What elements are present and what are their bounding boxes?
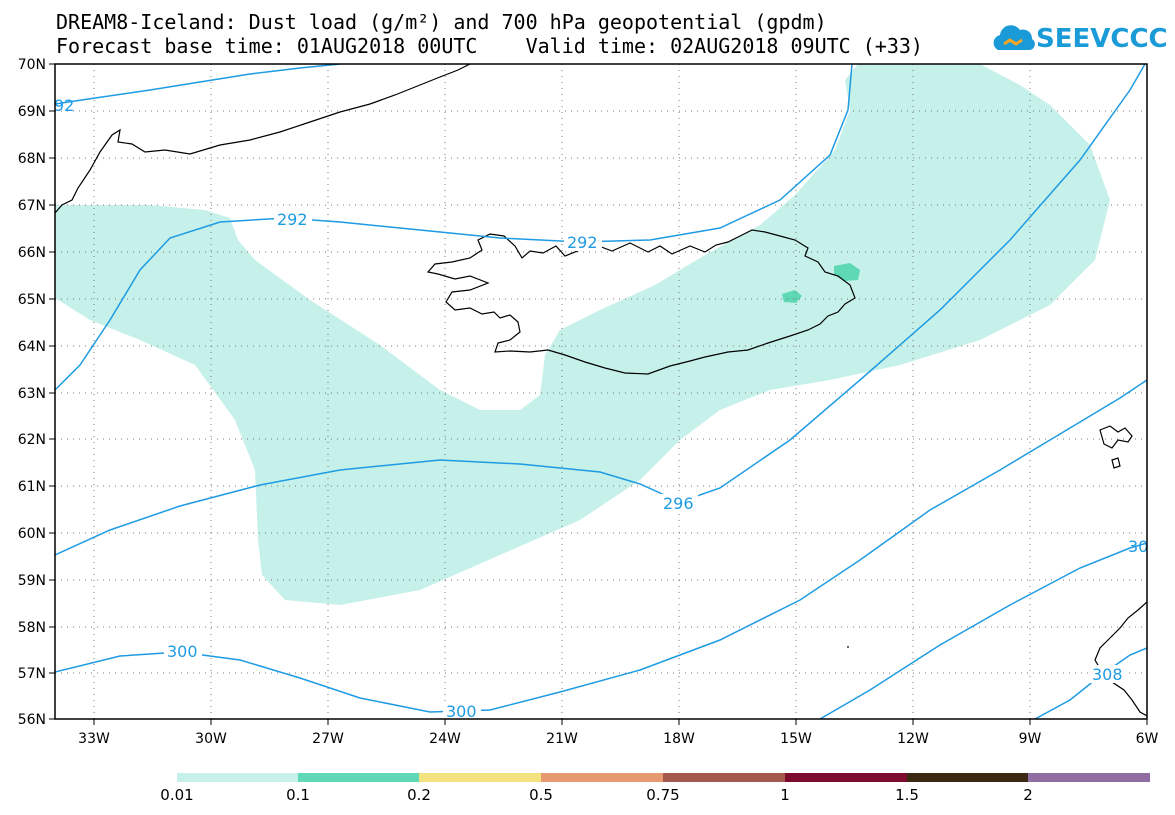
contour-label-30x: 30 <box>1128 537 1148 556</box>
greenland-coast <box>55 64 471 214</box>
lon-label-21w: 21W <box>546 731 578 747</box>
logo-text: SEEVCCC <box>1036 24 1168 54</box>
lat-label-59n: 59N <box>18 573 46 589</box>
grid-lines <box>55 64 1147 719</box>
colorbar-label-0.2: 0.2 <box>407 786 431 804</box>
dust-region-mid-2 <box>782 290 802 303</box>
lat-label-68n: 68N <box>18 151 46 167</box>
iceland-coast <box>426 229 856 375</box>
contour-label-300-a: 300 <box>167 642 198 661</box>
contour-label-292-top: 92 <box>54 96 74 115</box>
contour-label-backgrounds <box>164 210 1127 719</box>
colorbar-label-0.75: 0.75 <box>646 786 679 804</box>
colorbar <box>177 773 1150 782</box>
contour-304 <box>819 542 1147 719</box>
contour-296 <box>55 64 1146 556</box>
contour-label-300-b: 300 <box>446 702 477 721</box>
colorbar-segment-6 <box>785 773 907 782</box>
contour-308 <box>1034 647 1147 719</box>
lat-label-56n: 56N <box>18 712 46 728</box>
colorbar-label-0.5: 0.5 <box>529 786 553 804</box>
lat-label-57n: 57N <box>18 666 46 682</box>
lat-label-67n: 67N <box>18 198 46 214</box>
colorbar-segment-5 <box>663 773 785 782</box>
dust-region-low <box>55 64 1110 605</box>
colorbar-segment-4 <box>541 773 663 782</box>
seevccc-logo: SEEVCCC <box>990 18 1170 62</box>
coastlines <box>55 64 1147 717</box>
colorbar-label-0.1: 0.1 <box>286 786 310 804</box>
lat-label-60n: 60N <box>18 526 46 542</box>
lat-label-58n: 58N <box>18 620 46 636</box>
contour-292 <box>55 64 853 391</box>
lat-label-64n: 64N <box>18 339 46 355</box>
lat-label-65n: 65N <box>18 292 46 308</box>
lat-label-62n: 62N <box>18 432 46 448</box>
lon-label-18w: 18W <box>663 731 695 747</box>
cloud-icon <box>993 25 1035 50</box>
dust-region-mid-1 <box>834 263 860 281</box>
lon-label-30w: 30W <box>195 731 227 747</box>
faroe-coast <box>1099 425 1133 469</box>
scotland-coast <box>1094 601 1147 717</box>
lat-label-63n: 63N <box>18 386 46 402</box>
map-title: DREAM8-Iceland: Dust load (g/m²) and 700… <box>56 10 827 34</box>
colorbar-label-0.01: 0.01 <box>160 786 193 804</box>
colorbar-segment-7 <box>907 773 1028 782</box>
lon-label-24w: 24W <box>429 731 461 747</box>
colorbar-segment-8 <box>1028 773 1150 782</box>
contour-300 <box>55 379 1147 713</box>
lon-label-12w: 12W <box>897 731 929 747</box>
contour-292-top <box>55 64 341 105</box>
lat-label-70n: 70N <box>18 57 46 73</box>
colorbar-segment-1 <box>177 773 298 782</box>
contour-label-296: 296 <box>663 494 694 513</box>
lon-label-6w: 6W <box>1136 731 1159 747</box>
contour-label-308: 308 <box>1092 665 1123 684</box>
lon-label-15w: 15W <box>780 731 812 747</box>
colorbar-label-1.5: 1.5 <box>895 786 919 804</box>
colorbar-label-1: 1 <box>780 786 790 804</box>
lat-label-69n: 69N <box>18 104 46 120</box>
contour-label-292-a: 292 <box>277 210 308 229</box>
axis-ticks <box>49 63 1148 725</box>
lat-label-66n: 66N <box>18 245 46 261</box>
colorbar-label-2: 2 <box>1023 786 1033 804</box>
colorbar-segment-3 <box>419 773 541 782</box>
plot-frame <box>54 63 1148 720</box>
lat-label-61n: 61N <box>18 479 46 495</box>
geopotential-contours <box>55 64 1147 719</box>
lon-label-27w: 27W <box>312 731 344 747</box>
lon-label-33w: 33W <box>78 731 110 747</box>
lon-label-9w: 9W <box>1019 731 1042 747</box>
map-subtitle: Forecast base time: 01AUG2018 00UTC Vali… <box>56 34 923 58</box>
contour-label-292-b: 292 <box>567 233 598 252</box>
colorbar-segment-2 <box>298 773 419 782</box>
